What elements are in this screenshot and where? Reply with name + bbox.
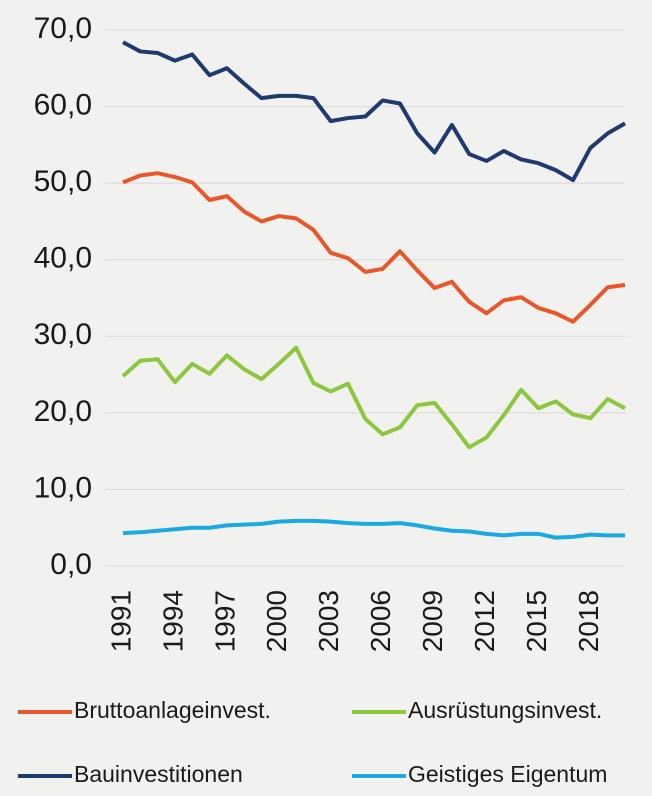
legend-label: Ausrüstungsinvest. bbox=[408, 697, 602, 723]
y-tick-label: 70,0 bbox=[34, 12, 92, 45]
x-tick-label: 2006 bbox=[365, 590, 396, 652]
x-tick-label: 2018 bbox=[573, 590, 604, 652]
legend-label: Geistiges Eigentum bbox=[408, 761, 607, 787]
x-tick-label: 2000 bbox=[261, 590, 292, 652]
y-tick-label: 0,0 bbox=[50, 548, 92, 581]
series-line bbox=[121, 345, 626, 450]
y-tick-label: 40,0 bbox=[34, 242, 92, 275]
y-tick-label: 30,0 bbox=[34, 318, 92, 351]
legend-label: Bauinvestitionen bbox=[74, 761, 243, 787]
y-tick-label: 10,0 bbox=[34, 471, 92, 504]
series-line bbox=[122, 40, 626, 183]
y-tick-label: 50,0 bbox=[34, 165, 92, 198]
series-line bbox=[122, 171, 626, 324]
x-tick-label: 2012 bbox=[469, 590, 500, 652]
legend-label: Bruttoanlageinvest. bbox=[74, 697, 271, 723]
x-tick-label: 2003 bbox=[313, 590, 344, 652]
x-tick-label: 2015 bbox=[521, 590, 552, 652]
y-tick-label: 60,0 bbox=[34, 88, 92, 121]
x-tick-label: 2009 bbox=[417, 590, 448, 652]
x-tick-label: 1991 bbox=[105, 590, 136, 652]
series-line bbox=[122, 518, 625, 540]
x-tick-label: 1997 bbox=[209, 590, 240, 652]
y-tick-label: 20,0 bbox=[34, 395, 92, 428]
x-tick-label: 1994 bbox=[157, 590, 188, 652]
